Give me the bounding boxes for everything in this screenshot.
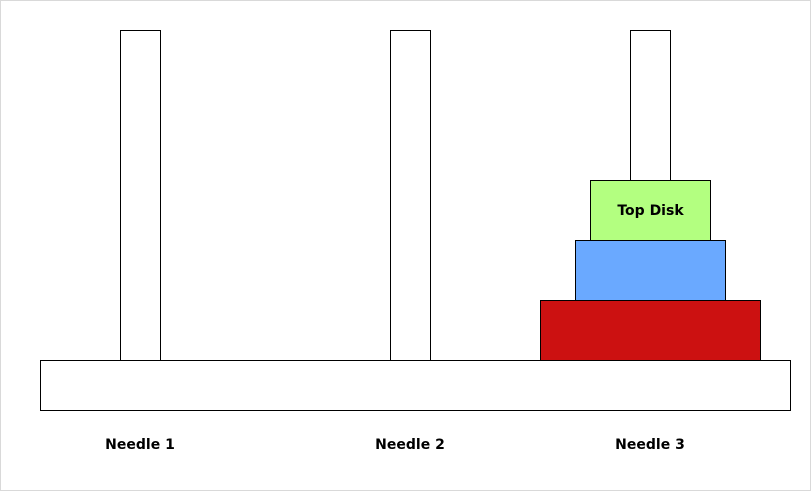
needle-3-post	[630, 30, 671, 181]
needle-2-label: Needle 2	[375, 437, 445, 453]
needle-3-label: Needle 3	[615, 437, 685, 453]
base-platform	[40, 360, 791, 411]
disk-large	[540, 300, 761, 361]
needle-1-label: Needle 1	[105, 437, 175, 453]
disk-small-top: Top Disk	[590, 180, 711, 241]
disk-medium	[575, 240, 726, 301]
needle-2-post	[390, 30, 431, 361]
needle-1-post	[120, 30, 161, 361]
